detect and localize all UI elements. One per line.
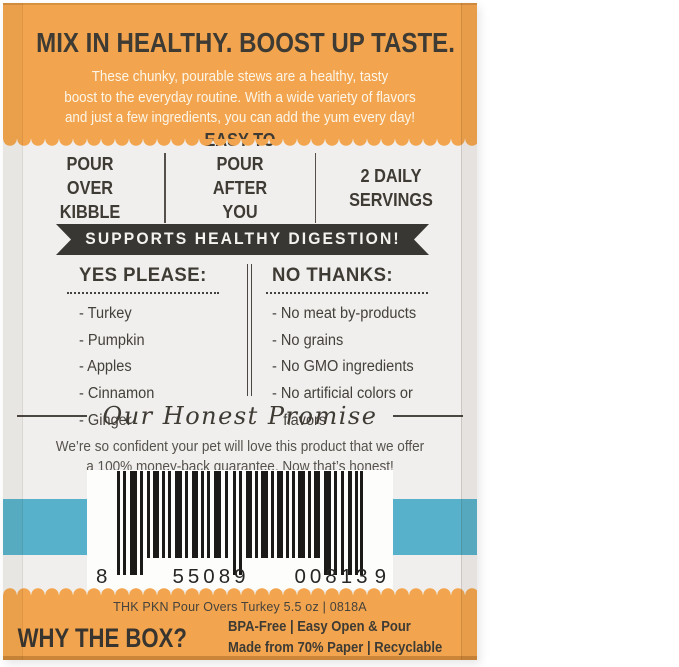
dotted-divider: [67, 292, 219, 294]
honest-promise-section: Our Honest Promise We’re so confident yo…: [3, 402, 477, 478]
scalloped-edge-top: [3, 139, 477, 147]
no-thanks-column: NO THANKS: No meat by-productsNo grainsN…: [252, 264, 445, 429]
box-bottom-edge: [3, 656, 477, 660]
barcode-digit: 9: [374, 565, 386, 588]
list-item: Turkey: [79, 301, 233, 328]
promise-title: Our Honest Promise: [102, 402, 378, 430]
hero-description: These chunky, pourable stews are a healt…: [22, 67, 458, 129]
footer-row: WHY THE BOX? BPA-Free | Easy Open & Pour…: [3, 617, 467, 660]
digestion-ribbon-banner: SUPPORTS HEALTHY DIGESTION!: [56, 224, 429, 255]
package-back-panel: MIX IN HEALTHY. BOOST UP TASTE. These ch…: [3, 3, 477, 660]
barcode-graphic: [117, 471, 363, 575]
why-the-box-title: WHY THE BOX?: [17, 622, 187, 653]
barcode-digit: 8: [96, 565, 108, 588]
list-item: Ginger: [79, 408, 233, 435]
feature-daily-servings: 2 DAILY SERVINGS: [316, 164, 465, 212]
hero-description-line: boost to the everyday routine. With a wi…: [64, 89, 416, 106]
banner-text: SUPPORTS HEALTHY DIGESTION!: [84, 230, 401, 248]
product-code: THK PKN Pour Overs Turkey 5.5 oz | 0818A: [113, 600, 367, 614]
benefit-line: BPA-Free | Easy Open & Pour: [227, 619, 411, 635]
hero-title: MIX IN HEALTHY. BOOST UP TASTE.: [36, 27, 455, 58]
hero-description-line: and just a few ingredients, you can add …: [64, 110, 416, 127]
rule-line: [393, 415, 464, 417]
rule-line: [16, 415, 87, 417]
box-top-edge: [3, 3, 477, 5]
hero-description-line: These chunky, pourable stews are a healt…: [91, 69, 389, 85]
box-benefits: BPA-Free | Easy Open & Pour Made from 70…: [228, 617, 442, 660]
yes-please-title: YES PLEASE:: [79, 264, 207, 286]
list-item: Pumpkin: [79, 328, 233, 355]
list-item: Apples: [79, 354, 233, 381]
yes-please-items: TurkeyPumpkinApplesCinnamonGinger: [79, 301, 233, 434]
benefit-line: Made from 70% Paper | Recyclable: [227, 640, 442, 657]
scalloped-edge-bottom: [3, 587, 477, 595]
no-thanks-title: NO THANKS:: [271, 264, 393, 286]
feature-pour-over-kibble: POUR OVER KIBBLE: [15, 152, 164, 224]
ingredient-lists: YES PLEASE: TurkeyPumpkinApplesCinnamonG…: [43, 264, 445, 429]
list-item: No GMO ingredients: [272, 354, 435, 381]
list-item: Cinnamon: [79, 381, 233, 408]
no-thanks-items: No meat by-productsNo grainsNo GMO ingre…: [272, 301, 435, 434]
header-section: MIX IN HEALTHY. BOOST UP TASTE. These ch…: [3, 3, 477, 139]
list-item: No artificial colors or flavors: [272, 381, 435, 434]
list-item: No grains: [272, 328, 435, 355]
yes-please-column: YES PLEASE: TurkeyPumpkinApplesCinnamonG…: [43, 264, 243, 429]
barcode-digits: 8 55089 00813 9: [87, 565, 393, 589]
dotted-divider: [265, 292, 428, 294]
promise-heading: Our Honest Promise: [3, 402, 477, 430]
vertical-divider: [314, 153, 316, 223]
barcode-digit-group: 55089: [172, 565, 250, 588]
promise-body-line: We’re so confident your pet will love th…: [55, 439, 425, 455]
barcode-label: 8 55089 00813 9: [87, 470, 393, 590]
list-item: No meat by-products: [272, 301, 435, 328]
footer-section: THK PKN Pour Overs Turkey 5.5 oz | 0818A…: [3, 587, 477, 660]
vertical-divider: [164, 153, 166, 223]
barcode-digit-group: 00813: [294, 565, 372, 588]
feature-label: 2 DAILY SERVINGS: [348, 164, 433, 210]
feature-label: POUR OVER KIBBLE: [59, 152, 120, 223]
double-vertical-divider: [247, 264, 252, 396]
feature-columns: POUR OVER KIBBLE EASY TO POUR AFTER YOU …: [15, 129, 465, 246]
